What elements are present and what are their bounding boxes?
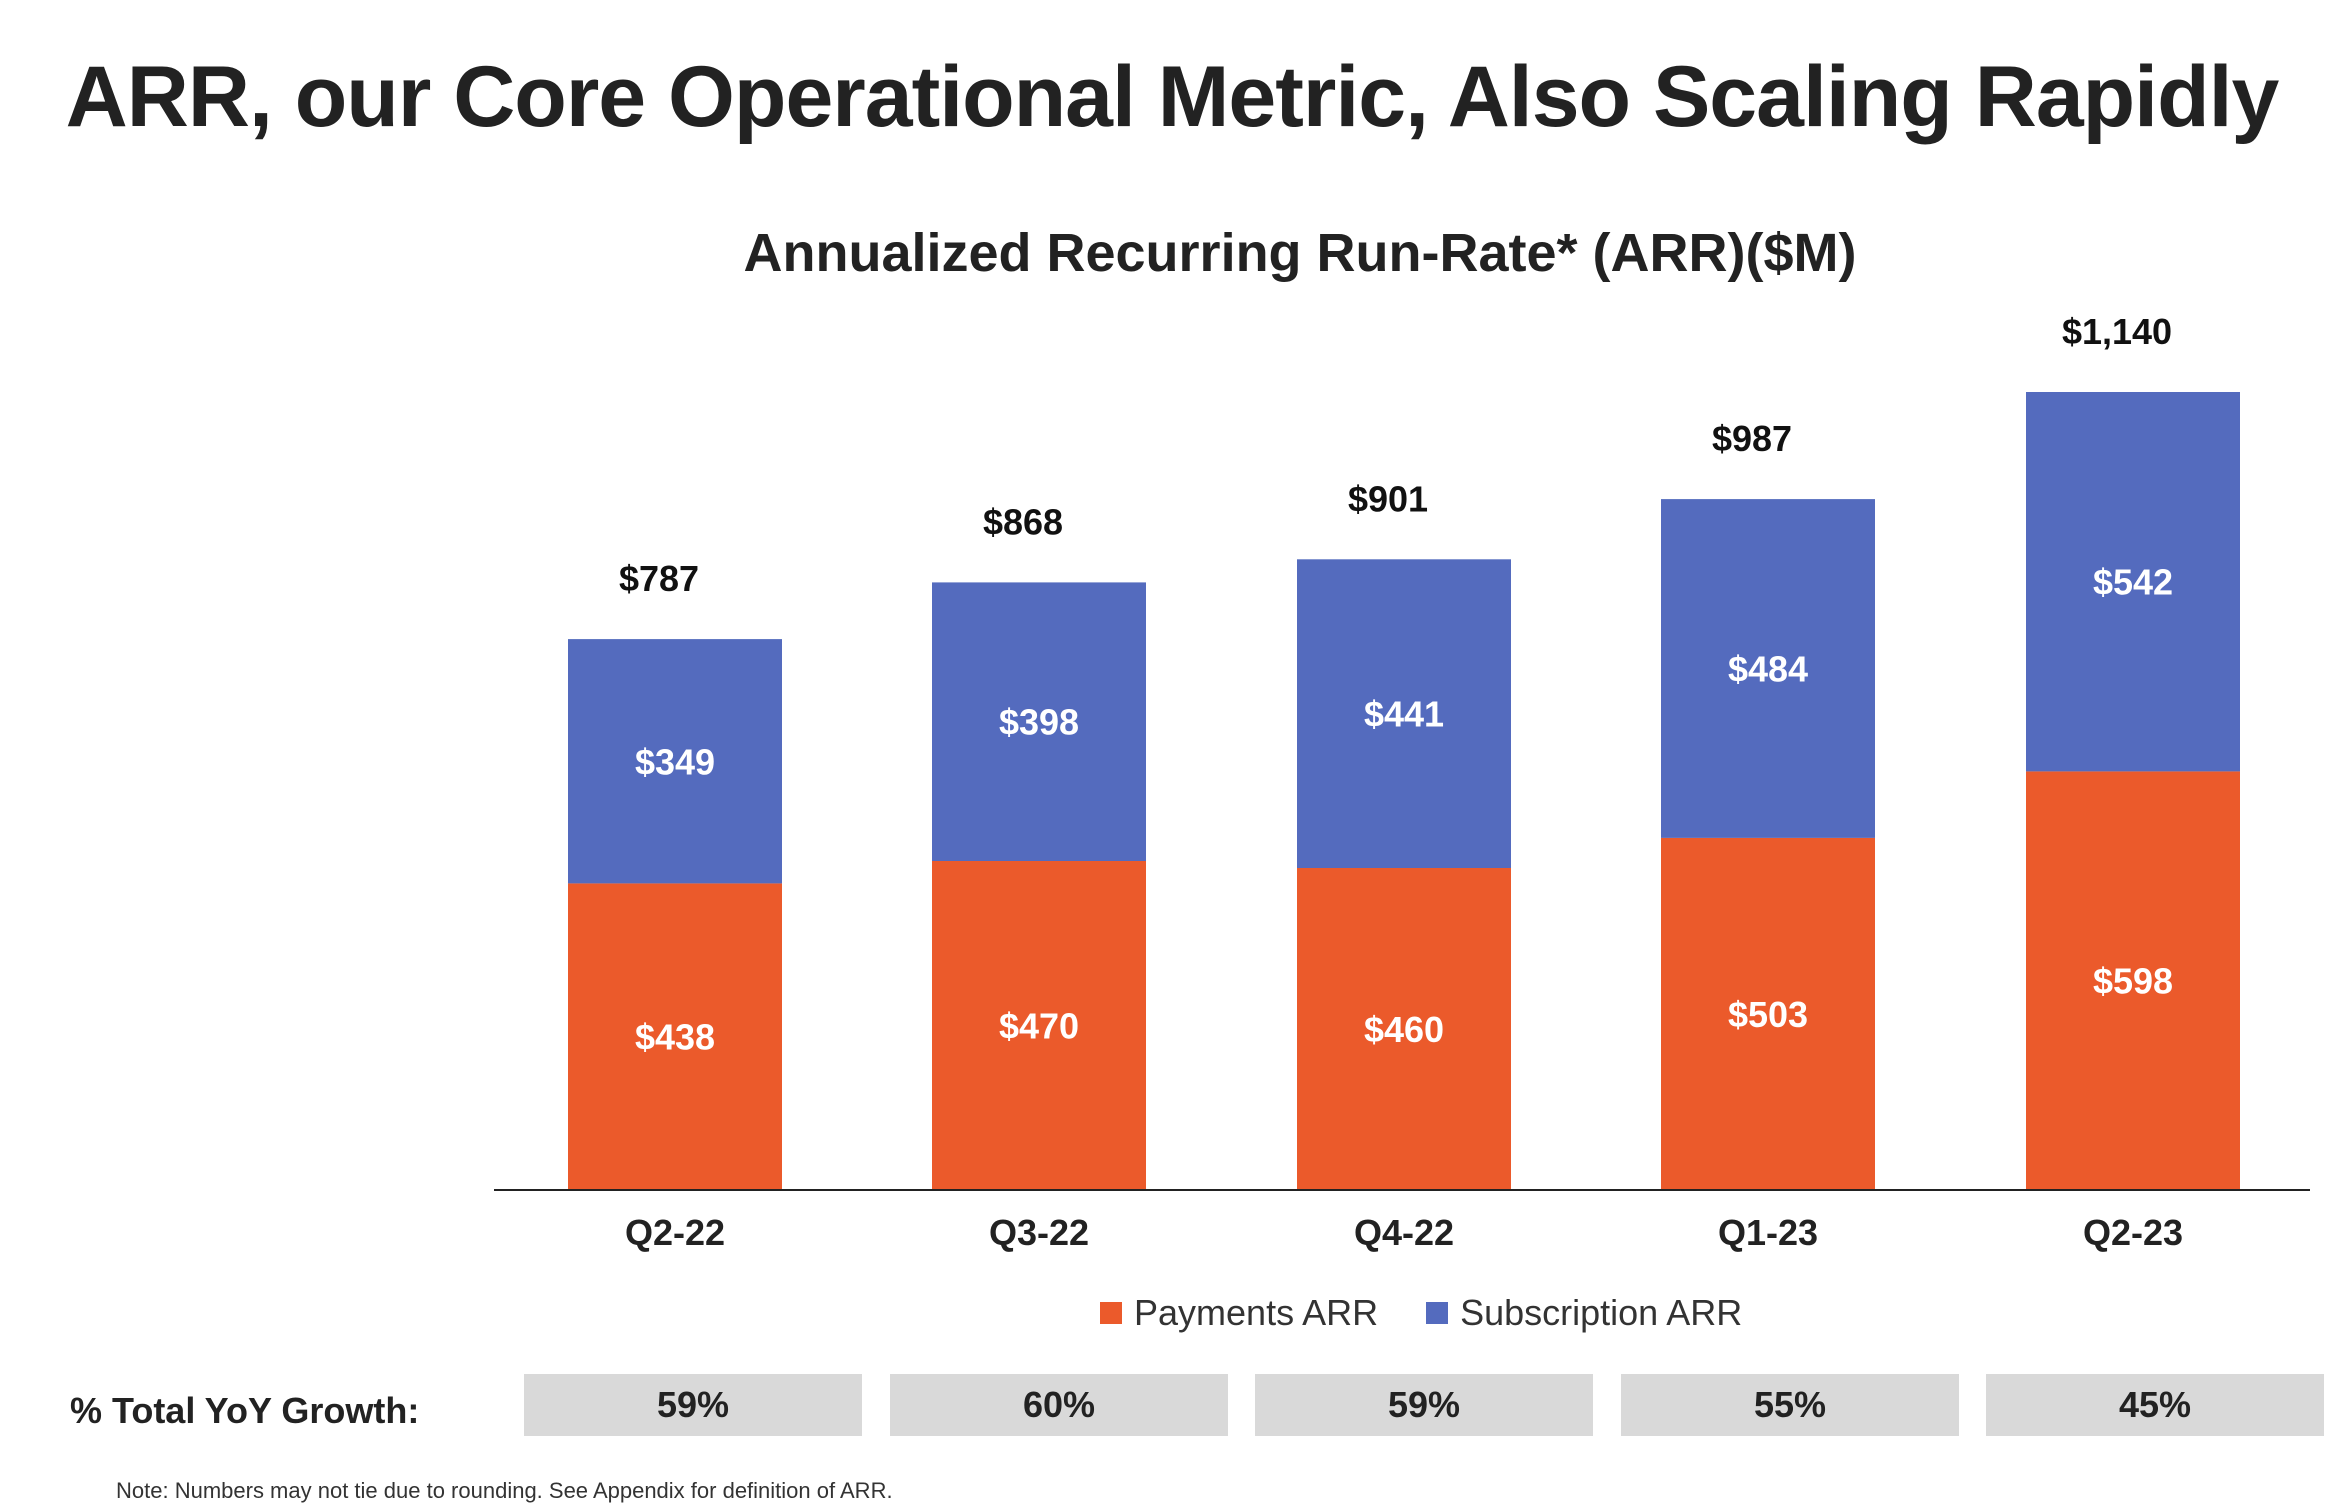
bar-subscription-q2-23: [2026, 392, 2240, 772]
data-label-subscription-q4-22: $441: [1364, 694, 1444, 735]
x-tick-label-q2-23: Q2-23: [2083, 1212, 2183, 1253]
growth-cell-q2-22: 59%: [524, 1374, 862, 1436]
total-label-q3-22: $868: [983, 501, 1063, 542]
data-label-subscription-q1-23: $484: [1728, 649, 1808, 690]
legend-swatch-payments: [1100, 1302, 1122, 1324]
legend-swatch-subscription: [1426, 1302, 1449, 1324]
chart-legend: Payments ARR Subscription ARR: [1100, 1292, 1790, 1334]
total-label-q1-23: $987: [1712, 418, 1792, 459]
total-label-q2-22: $787: [619, 558, 699, 599]
total-label-q4-22: $901: [1348, 478, 1428, 519]
total-label-q2-23: $1,140: [2062, 311, 2172, 352]
legend-label-payments: Payments ARR: [1134, 1292, 1379, 1333]
growth-cell-q2-23: 45%: [1986, 1374, 2324, 1436]
growth-cell-q4-22: 59%: [1255, 1374, 1593, 1436]
growth-cell-q1-23: 55%: [1621, 1374, 1959, 1436]
data-label-subscription-q2-23: $542: [2093, 562, 2173, 603]
bar-subscription-q4-22: [1297, 559, 1511, 868]
bar-payments-q2-23: [2026, 771, 2240, 1190]
bar-payments-q1-23: [1661, 837, 1875, 1190]
legend-item-payments: Payments ARR: [1100, 1292, 1378, 1334]
data-label-payments-q4-22: $460: [1364, 1009, 1444, 1050]
legend-item-subscription: Subscription ARR: [1426, 1292, 1742, 1334]
bar-payments-q2-22: [568, 883, 782, 1190]
legend-label-subscription: Subscription ARR: [1460, 1292, 1743, 1333]
x-tick-label-q2-22: Q2-22: [625, 1212, 725, 1253]
bar-subscription-q1-23: [1661, 499, 1875, 838]
data-label-subscription-q2-22: $349: [635, 741, 715, 782]
footnote: Note: Numbers may not tie due to roundin…: [116, 1478, 893, 1503]
bar-subscription-q2-22: [568, 639, 782, 884]
x-tick-label-q3-22: Q3-22: [989, 1212, 1089, 1253]
x-tick-label-q4-22: Q4-22: [1354, 1212, 1454, 1253]
growth-row-label: % Total YoY Growth:: [70, 1390, 420, 1431]
chart-title: Annualized Recurring Run-Rate* (ARR)($M): [743, 223, 1857, 283]
growth-cell-q3-22: 60%: [890, 1374, 1228, 1436]
bar-payments-q4-22: [1297, 868, 1511, 1190]
data-label-subscription-q3-22: $398: [999, 702, 1079, 743]
data-label-payments-q3-22: $470: [999, 1006, 1079, 1047]
x-tick-label-q1-23: Q1-23: [1718, 1212, 1818, 1253]
data-label-payments-q2-22: $438: [635, 1017, 715, 1058]
data-label-payments-q2-23: $598: [2093, 961, 2173, 1002]
data-label-payments-q1-23: $503: [1728, 994, 1808, 1035]
bar-payments-q3-22: [932, 861, 1146, 1190]
page-title: ARR, our Core Operational Metric, Also S…: [65, 49, 2280, 145]
stacked-bar-chart: $438 $349 $787 Q2-22 $470 $398 $868 Q3-22 $460 $4…: [494, 311, 2310, 1253]
bar-subscription-q3-22: [932, 582, 1146, 861]
